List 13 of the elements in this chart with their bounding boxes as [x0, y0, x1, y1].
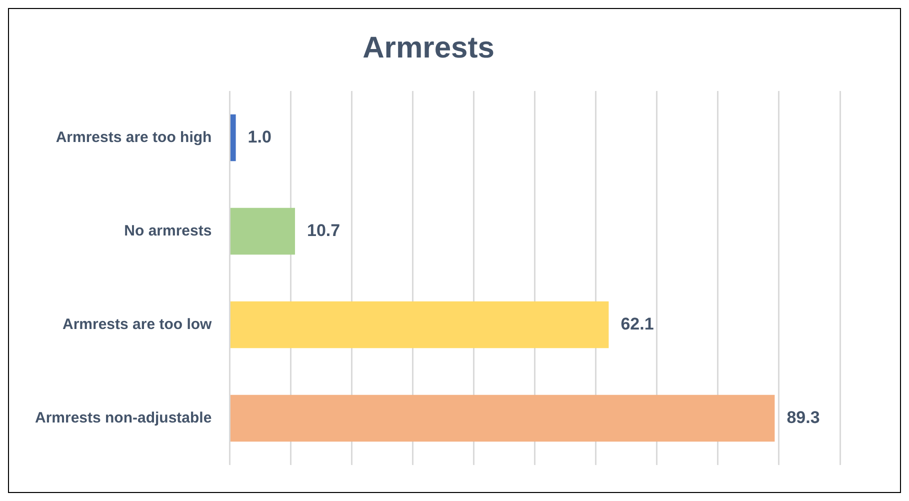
data-label: 1.0 — [248, 127, 272, 146]
data-label: 10.7 — [307, 220, 340, 240]
data-label: 62.1 — [620, 314, 654, 334]
y-tick-label: Armrests are too high — [56, 128, 212, 146]
bar — [230, 301, 609, 348]
y-tick-label: Armrests non-adjustable — [34, 409, 212, 426]
y-tick-label: No armrests — [124, 222, 212, 240]
y-tick-label: Armrests are too low — [62, 316, 212, 333]
bar — [230, 114, 236, 162]
bar — [230, 208, 296, 255]
bar — [230, 394, 775, 442]
data-label: 89.3 — [786, 408, 820, 427]
chart-title: Armrests — [362, 31, 494, 64]
